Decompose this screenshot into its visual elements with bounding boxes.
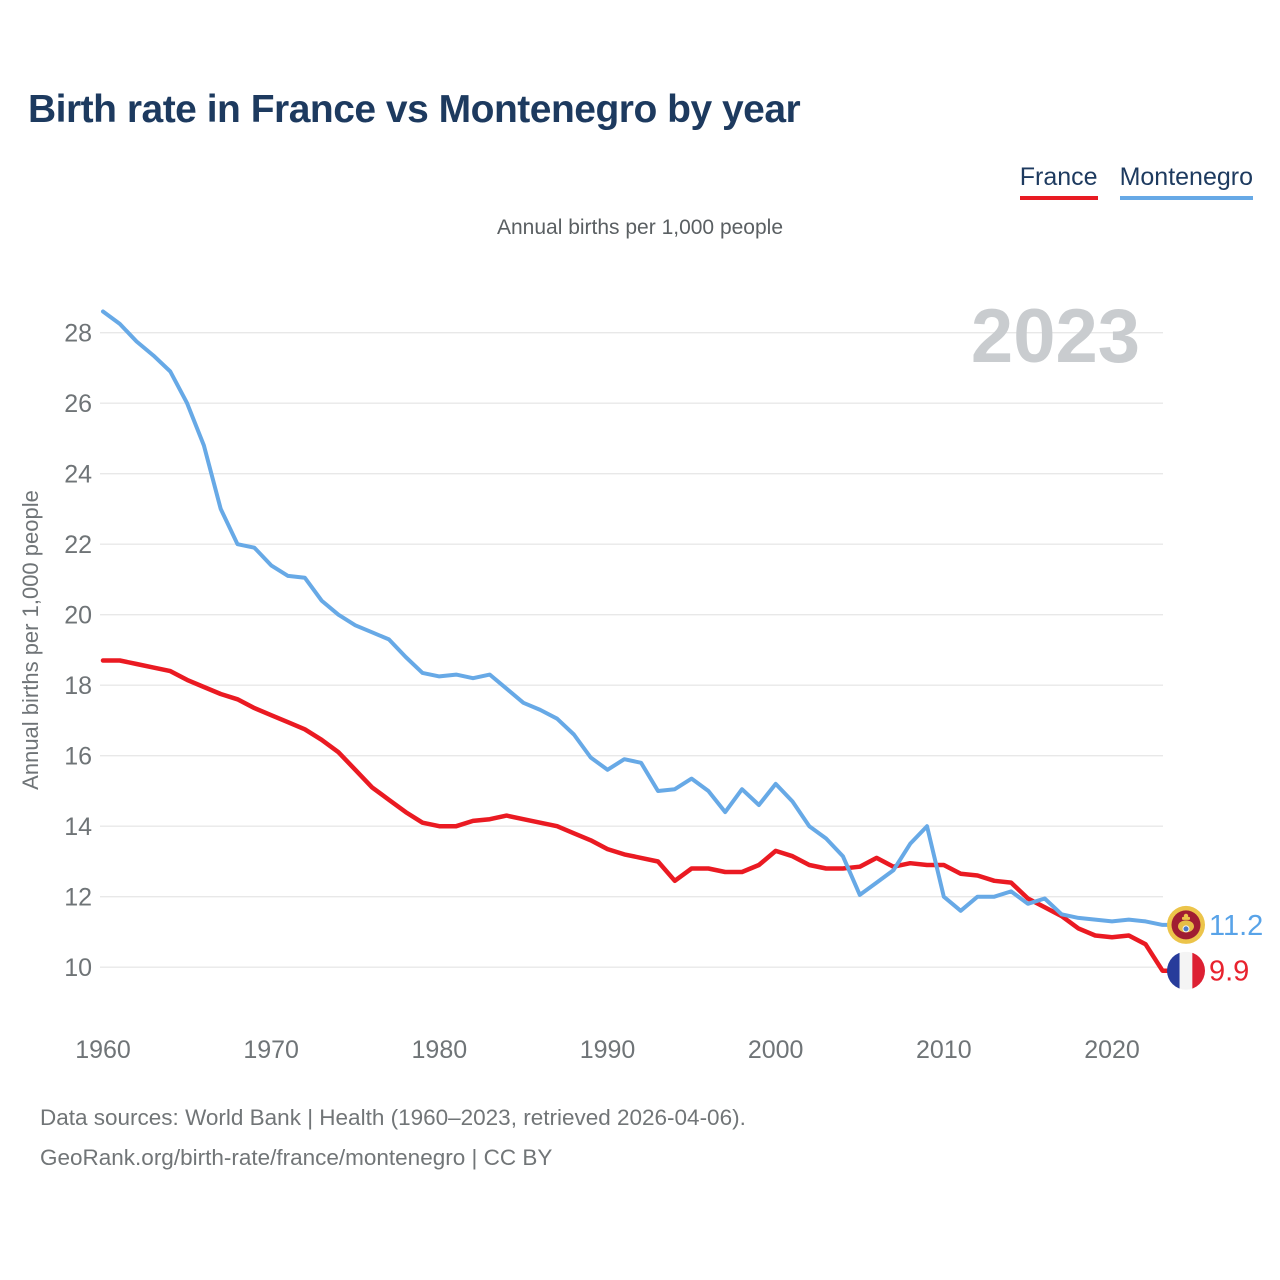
- legend-label-france: France: [1019, 163, 1098, 191]
- legend-underline-france: [1019, 196, 1098, 200]
- x-tick-2010: 2010: [916, 1036, 972, 1064]
- legend-item-montenegro[interactable]: Montenegro: [1119, 163, 1253, 200]
- x-tick-1980: 1980: [412, 1036, 468, 1064]
- montenegro-line: [101, 309, 1172, 927]
- y-tick-24: 24: [64, 461, 92, 489]
- y-tick-18: 18: [64, 672, 92, 700]
- legend: France Montenegro: [1019, 163, 1253, 200]
- x-tick-1970: 1970: [243, 1036, 299, 1064]
- footer: Data sources: World Bank | Health (1960–…: [40, 1098, 746, 1178]
- watermark-year: 2023: [971, 294, 1140, 379]
- y-tick-10: 10: [64, 954, 92, 982]
- x-tick-1990: 1990: [580, 1036, 636, 1064]
- france-end-label: 9.9: [1209, 956, 1249, 988]
- y-tick-16: 16: [64, 743, 92, 771]
- montenegro-flag-icon: [1167, 905, 1205, 944]
- y-tick-28: 28: [64, 320, 92, 348]
- y-tick-12: 12: [64, 884, 92, 912]
- legend-item-france[interactable]: France: [1019, 163, 1098, 200]
- page-title: Birth rate in France vs Montenegro by ye…: [28, 88, 801, 131]
- x-tick-1960: 1960: [75, 1036, 131, 1064]
- x-tick-2000: 2000: [748, 1036, 804, 1064]
- legend-underline-montenegro: [1119, 196, 1253, 200]
- footer-data-sources: Data sources: World Bank | Health (1960–…: [40, 1105, 746, 1130]
- france-flag-icon: [1167, 951, 1205, 990]
- x-tick-2020: 2020: [1084, 1036, 1140, 1064]
- legend-label-montenegro: Montenegro: [1119, 163, 1253, 191]
- footer-attribution: GeoRank.org/birth-rate/france/montenegro…: [40, 1145, 553, 1170]
- y-tick-22: 22: [64, 531, 92, 559]
- chart-subtitle: Annual births per 1,000 people: [496, 216, 784, 239]
- y-tick-26: 26: [64, 390, 92, 418]
- y-axis-title: Annual births per 1,000 people: [18, 490, 43, 790]
- y-tick-20: 20: [64, 602, 92, 630]
- france-line: [100, 658, 1173, 973]
- montenegro-end-label: 11.2: [1209, 910, 1263, 942]
- y-tick-14: 14: [64, 813, 92, 841]
